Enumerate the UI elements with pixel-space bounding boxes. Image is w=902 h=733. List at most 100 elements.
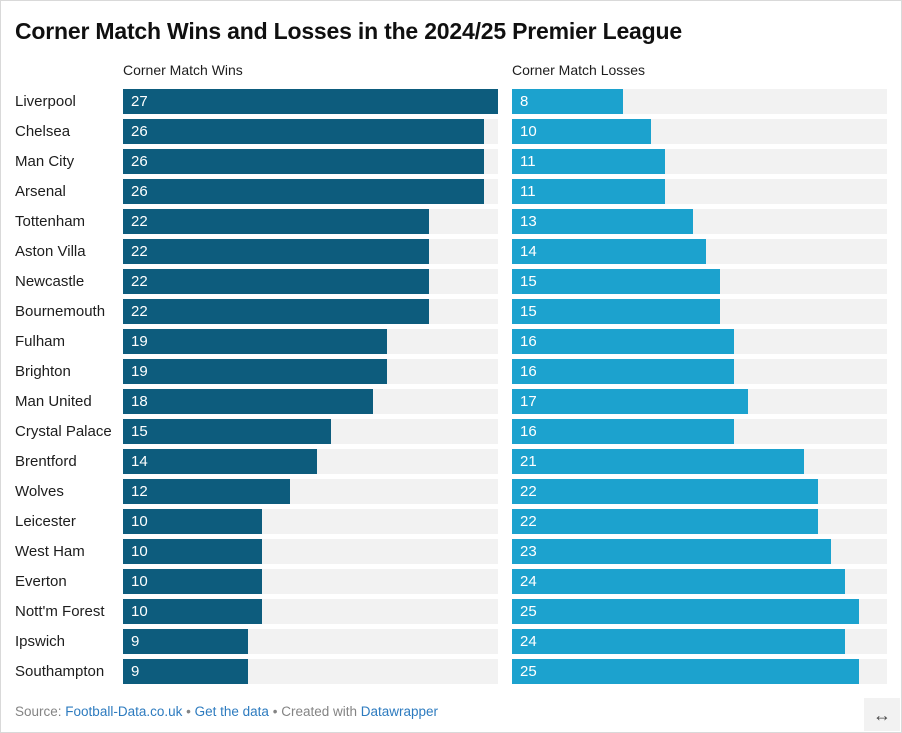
losses-bar: 16	[512, 328, 735, 354]
wins-bar: 22	[123, 208, 429, 234]
losses-bar: 23	[512, 538, 832, 564]
created-with-label: Created with	[281, 704, 357, 719]
losses-value-label: 13	[520, 212, 537, 230]
wins-bar: 27	[123, 88, 498, 114]
wins-bar-track: 19	[123, 358, 498, 384]
wins-bar-track: 9	[123, 658, 498, 684]
wins-bar: 10	[123, 508, 262, 534]
wins-bar-track: 10	[123, 538, 498, 564]
wins-value-label: 10	[131, 572, 148, 590]
team-label: Liverpool	[15, 92, 76, 110]
losses-bar-track: 8	[512, 88, 887, 114]
losses-bar-track: 17	[512, 388, 887, 414]
source-link[interactable]: Football-Data.co.uk	[65, 704, 183, 719]
wins-bar: 18	[123, 388, 373, 414]
team-label: Ipswich	[15, 632, 66, 650]
wins-bar-track: 22	[123, 268, 498, 294]
wins-value-label: 22	[131, 272, 148, 290]
team-row: Southampton 9 25	[15, 656, 887, 686]
losses-bar-track: 22	[512, 508, 887, 534]
losses-value-label: 17	[520, 392, 537, 410]
wins-value-label: 10	[131, 602, 148, 620]
wins-bar: 10	[123, 538, 262, 564]
losses-value-label: 22	[520, 482, 537, 500]
losses-value-label: 16	[520, 332, 537, 350]
wins-value-label: 18	[131, 392, 148, 410]
losses-bar-track: 16	[512, 328, 887, 354]
losses-bar-track: 16	[512, 358, 887, 384]
team-row: Crystal Palace 15 16	[15, 416, 887, 446]
losses-value-label: 15	[520, 272, 537, 290]
wins-value-label: 22	[131, 242, 148, 260]
wins-bar: 26	[123, 148, 485, 174]
team-row: Fulham 19 16	[15, 326, 887, 356]
losses-bar: 24	[512, 568, 846, 594]
wins-value-label: 26	[131, 122, 148, 140]
datawrapper-link[interactable]: Datawrapper	[360, 704, 439, 719]
losses-bar: 15	[512, 298, 721, 324]
losses-value-label: 16	[520, 362, 537, 380]
team-row: Leicester 10 22	[15, 506, 887, 536]
team-row: West Ham 10 23	[15, 536, 887, 566]
wins-bar-track: 26	[123, 118, 498, 144]
team-row: Brighton 19 16	[15, 356, 887, 386]
losses-bar: 13	[512, 208, 693, 234]
team-label: West Ham	[15, 542, 85, 560]
wins-bar: 15	[123, 418, 332, 444]
team-row: Everton 10 24	[15, 566, 887, 596]
team-label: Newcastle	[15, 272, 85, 290]
losses-bar: 8	[512, 88, 624, 114]
losses-bar-track: 24	[512, 628, 887, 654]
wins-bar: 9	[123, 658, 248, 684]
wins-bar-track: 22	[123, 298, 498, 324]
team-row: Ipswich 9 24	[15, 626, 887, 656]
team-label: Crystal Palace	[15, 422, 112, 440]
wins-bar-track: 10	[123, 508, 498, 534]
team-row: Man United 18 17	[15, 386, 887, 416]
losses-bar-track: 11	[512, 178, 887, 204]
team-label: Tottenham	[15, 212, 86, 230]
losses-bar: 16	[512, 358, 735, 384]
losses-bar: 14	[512, 238, 707, 264]
wins-bar-track: 10	[123, 598, 498, 624]
team-label: Arsenal	[15, 182, 66, 200]
wins-bar: 22	[123, 238, 429, 264]
wins-bar-track: 19	[123, 328, 498, 354]
wins-bar-track: 22	[123, 208, 498, 234]
losses-bar-track: 21	[512, 448, 887, 474]
wins-value-label: 10	[131, 512, 148, 530]
wins-bar: 22	[123, 268, 429, 294]
wins-value-label: 9	[131, 662, 140, 680]
losses-bar: 11	[512, 148, 665, 174]
losses-bar-track: 15	[512, 298, 887, 324]
team-row: Tottenham 22 13	[15, 206, 887, 236]
losses-bar: 11	[512, 178, 665, 204]
wins-bar-track: 22	[123, 238, 498, 264]
wins-value-label: 10	[131, 542, 148, 560]
get-the-data-link[interactable]: Get the data	[194, 704, 269, 719]
resize-handle[interactable]: ↔	[864, 698, 900, 731]
wins-value-label: 12	[131, 482, 148, 500]
losses-bar: 16	[512, 418, 735, 444]
team-row: Brentford 14 21	[15, 446, 887, 476]
losses-value-label: 8	[520, 92, 529, 110]
losses-bar-track: 16	[512, 418, 887, 444]
losses-bar: 22	[512, 508, 818, 534]
losses-bar-track: 25	[512, 658, 887, 684]
team-row: Nott'm Forest 10 25	[15, 596, 887, 626]
horizontal-resize-icon: ↔	[873, 704, 891, 725]
losses-column-header: Corner Match Losses	[512, 62, 646, 78]
team-label: Nott'm Forest	[15, 602, 105, 620]
wins-value-label: 22	[131, 302, 148, 320]
team-label: Man United	[15, 392, 92, 410]
wins-column-header: Corner Match Wins	[123, 62, 243, 78]
team-label: Southampton	[15, 662, 105, 680]
team-label: Wolves	[15, 482, 64, 500]
losses-bar-track: 25	[512, 598, 887, 624]
losses-bar: 24	[512, 628, 846, 654]
team-label: Brighton	[15, 362, 71, 380]
team-label: Everton	[15, 572, 67, 590]
team-label: Bournemouth	[15, 302, 106, 320]
wins-value-label: 14	[131, 452, 148, 470]
losses-bar-track: 24	[512, 568, 887, 594]
